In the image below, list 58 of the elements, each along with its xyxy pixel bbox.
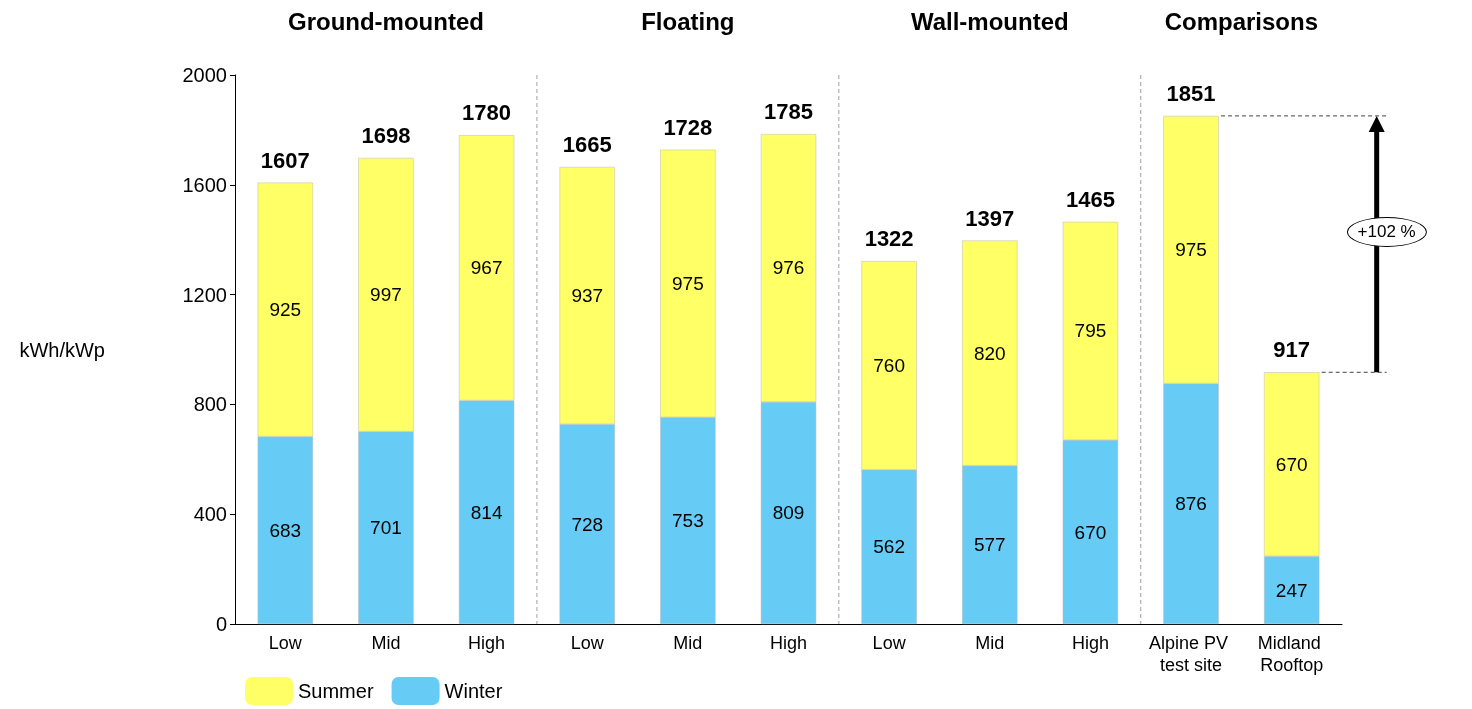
x-tick-label: Low [268,633,303,653]
legend-label: Summer [298,680,374,702]
x-tick-label: High [468,633,506,653]
total-label: 1785 [764,99,813,126]
text: +102 % [1346,217,1427,248]
data-label: 562 [873,536,905,558]
y-tick-label: 1600 [182,173,227,196]
total-label: 1665 [562,131,612,158]
legend-label: Winter [444,680,503,702]
x-tick-label: Mid [371,633,401,653]
text: Wall-mounted [910,8,1069,36]
data-label: 937 [571,285,604,307]
data-label: 876 [1175,493,1207,515]
y-axis-title: kWh/kWp [19,338,105,361]
text: Comparisons [1164,8,1319,36]
x-tick-label: Mid [673,633,703,653]
total-label: 1465 [1065,186,1115,213]
y-tick-label: 0 [215,613,227,635]
data-label: 670 [1074,521,1107,543]
total-label: 1780 [462,100,512,127]
total-label: 1728 [663,114,713,141]
text: Floating [641,8,735,36]
x-tick-label: Low [570,633,605,653]
data-label: 814 [470,501,503,523]
x-tick-label: High [769,633,808,653]
total-label: 1607 [260,147,310,174]
x-tick-label: Mid [975,633,1005,653]
data-label: 809 [772,502,805,524]
text: Ground-mounted [287,8,484,36]
total-label: 1397 [965,205,1015,232]
y-tick-label: 400 [193,503,227,526]
y-tick-label: 1200 [182,283,227,306]
data-label: 997 [370,284,402,306]
data-label: 795 [1074,320,1107,342]
data-label: 967 [470,257,503,279]
y-tick-label: 2000 [182,64,227,86]
x-tick-label: Alpine PV test site [1149,633,1234,675]
data-label: 753 [672,510,704,532]
data-label: 975 [672,272,704,294]
total-label: 1322 [864,226,914,253]
data-label: 925 [269,299,302,321]
data-label: 976 [772,257,805,279]
x-tick-label: Midland Rooftop [1257,633,1326,675]
total-label: 1698 [361,122,411,149]
data-label: 728 [571,513,604,535]
y-tick-label: 800 [193,393,227,416]
data-label: 577 [973,534,1006,556]
data-label: 670 [1275,453,1308,475]
data-label: 975 [1175,239,1207,261]
data-label: 820 [973,342,1006,364]
data-label: 760 [873,354,905,376]
x-tick-label: High [1071,633,1109,653]
total-label: 1851 [1166,80,1216,107]
data-label: 701 [370,517,402,539]
x-tick-label: Low [872,633,907,653]
data-label: 247 [1275,579,1308,601]
data-label: 683 [269,519,302,541]
total-label: 917 [1273,337,1311,364]
